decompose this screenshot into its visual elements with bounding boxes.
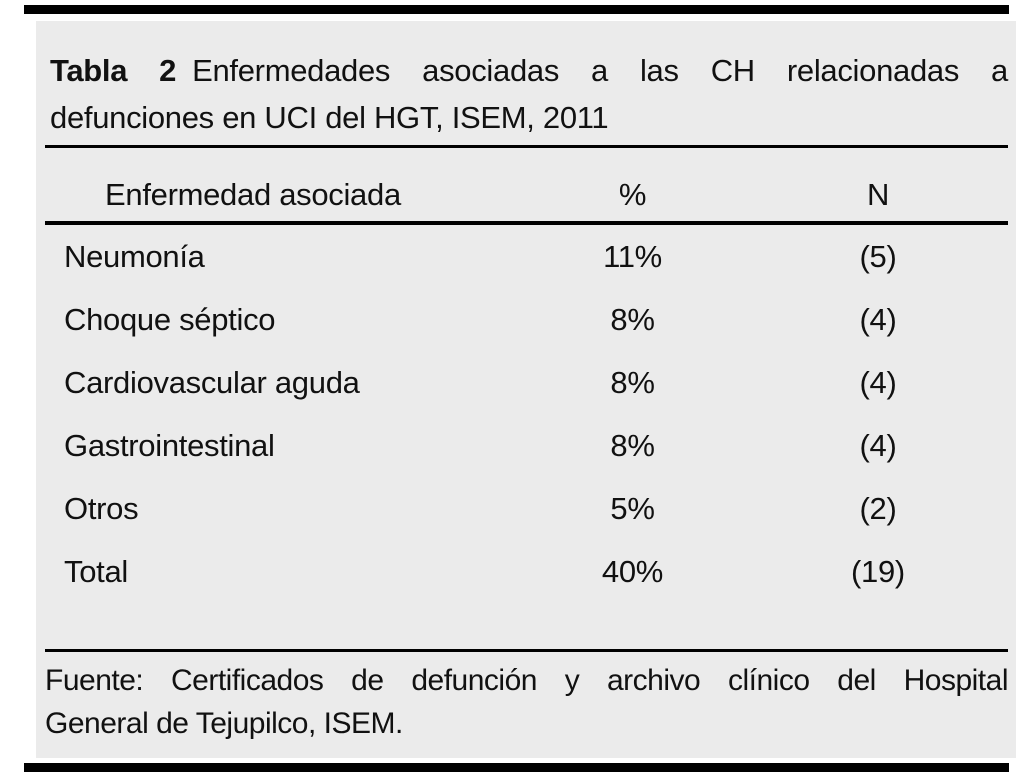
row-count: (5) [859, 238, 897, 274]
column-header-enfermedad: Enfermedad asociada [105, 177, 401, 212]
table-header-row: Enfermedad asociada % N [45, 177, 1008, 212]
row-label: Choque séptico [64, 301, 276, 337]
table-row-choque-septico: Choque séptico 8% (4) [45, 288, 1008, 351]
row-percent: 8% [610, 427, 655, 463]
source-line-1: Fuente: Certificados de defunción y arch… [45, 664, 1009, 697]
row-label: Total [64, 553, 128, 589]
source-note: Fuente: Certificados de defunción y arch… [45, 659, 1009, 745]
rule-below-caption [45, 145, 1008, 148]
row-label: Cardiovascular aguda [64, 364, 360, 400]
rule-above-source [45, 649, 1008, 652]
caption-line-2: defunciones en UCI del HGT, ISEM, 2011 [50, 100, 609, 135]
table-panel: Tabla 2 Enfermedades asociadas a las CH r… [36, 21, 1016, 758]
row-percent: 40% [601, 553, 664, 589]
caption-line-1: Tabla 2 Enfermedades asociadas a las CH r… [50, 47, 1008, 94]
row-percent: 11% [603, 238, 662, 274]
table-row-neumonia: Neumonía 11% (5) [45, 225, 1008, 288]
top-thick-rule [24, 5, 1009, 14]
table-number-label: Tabla 2 [50, 53, 177, 88]
row-count: (4) [859, 301, 897, 337]
table-caption: Tabla 2 Enfermedades asociadas a las CH r… [50, 47, 1008, 141]
column-header-n: N [866, 177, 890, 212]
table-row-gastrointestinal: Gastrointestinal 8% (4) [45, 414, 1008, 477]
bottom-thick-rule [24, 763, 1009, 772]
row-count: (2) [859, 490, 897, 526]
column-header-percent: % [618, 177, 647, 212]
row-label: Neumonía [64, 238, 205, 274]
row-count: (4) [859, 427, 897, 463]
row-label: Otros [64, 490, 139, 526]
table-row-total: Total 40% (19) [45, 540, 1008, 603]
rule-below-header [45, 221, 1008, 225]
table-row-otros: Otros 5% (2) [45, 477, 1008, 540]
row-percent: 8% [610, 364, 655, 400]
caption-text-line-1: Enfermedades asociadas a las CH relacion… [192, 53, 1008, 88]
source-line-2: General de Tejupilco, ISEM. [45, 707, 403, 740]
row-count: (4) [859, 364, 897, 400]
table-row-cardiovascular: Cardiovascular aguda 8% (4) [45, 351, 1008, 414]
row-count: (19) [851, 553, 905, 589]
row-percent: 5% [610, 490, 655, 526]
row-label: Gastrointestinal [64, 427, 275, 463]
row-percent: 8% [610, 301, 655, 337]
table-body: Neumonía 11% (5) Choque séptico 8% (4) C… [36, 225, 1016, 603]
